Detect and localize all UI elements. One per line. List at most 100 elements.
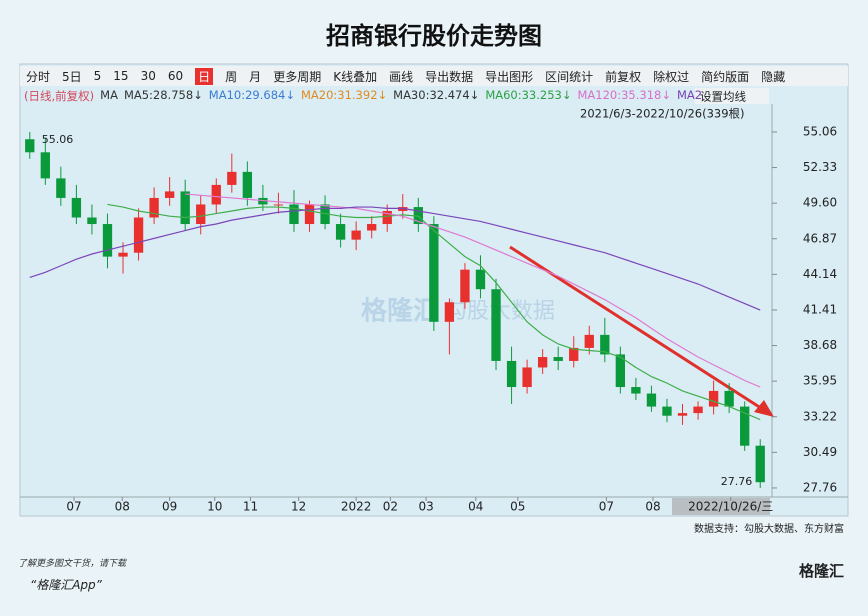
footer-app: “格隆汇App” — [30, 578, 102, 592]
toolbar-item[interactable]: 日 — [195, 67, 214, 85]
candle-body — [615, 354, 626, 388]
logo: 格隆汇 — [798, 562, 844, 580]
y-tick-label: 46.87 — [803, 231, 837, 245]
y-tick-label: 30.49 — [803, 445, 837, 459]
candle-body — [351, 230, 361, 240]
toolbar-item[interactable]: 15 — [113, 69, 129, 83]
candle-body — [242, 171, 253, 198]
candle-body — [382, 210, 392, 225]
toolbar-item[interactable]: 前复权 — [605, 69, 642, 84]
candle-body — [708, 390, 719, 407]
x-tick-label: 03 — [418, 500, 433, 514]
date-box — [672, 498, 770, 515]
x-tick-label: 09 — [162, 500, 177, 514]
legend-item: MA30:32.474↓ — [393, 88, 480, 102]
candle-body — [25, 139, 35, 153]
x-tick-label: 04 — [468, 500, 483, 514]
toolbar-item[interactable]: 导出数据 — [425, 69, 474, 84]
annotation: 55.06 — [42, 133, 73, 146]
toolbar-item[interactable]: 隐藏 — [761, 69, 786, 84]
candle-body — [662, 406, 672, 416]
ma-line — [29, 206, 761, 311]
candle-body — [553, 357, 563, 361]
settings-text[interactable]: 设置均线 — [700, 90, 746, 104]
y-tick-label: 52.33 — [803, 160, 837, 174]
y-tick-label: 55.06 — [803, 124, 837, 138]
toolbar-item[interactable]: 导出图形 — [485, 69, 534, 84]
legend-item: MA10:29.684↓ — [208, 88, 295, 102]
candle-body — [227, 171, 237, 185]
legend-item: MA60:33.253↓ — [485, 88, 572, 102]
toolbar-item[interactable]: 30 — [140, 69, 156, 83]
x-tick-label: 08 — [115, 500, 130, 514]
x-tick-label: 11 — [243, 500, 258, 514]
settings-button[interactable] — [695, 88, 769, 104]
y-tick-label: 44.14 — [803, 267, 837, 281]
toolbar-item[interactable]: K线叠加 — [333, 69, 378, 84]
candle-body — [475, 269, 486, 290]
candle-body — [211, 184, 221, 205]
x-tick-label: 07 — [599, 500, 614, 514]
x-tick-label: 2022/10/26/三 — [688, 500, 773, 514]
candle-body — [677, 413, 688, 416]
toolbar-item[interactable]: 5日 — [62, 69, 82, 84]
candle-body — [164, 191, 175, 198]
toolbar-item[interactable]: 月 — [249, 69, 262, 84]
candle-body — [273, 204, 284, 206]
x-tick-label: 02 — [383, 500, 398, 514]
toolbar-item[interactable]: 60 — [167, 69, 184, 83]
y-tick-label: 35.95 — [803, 374, 837, 388]
annotation: 27.76 — [721, 475, 753, 488]
candle-body — [693, 406, 703, 414]
toolbar-item[interactable]: 更多周期 — [273, 69, 322, 84]
y-tick-label: 41.41 — [803, 302, 837, 316]
candle-body — [755, 445, 765, 483]
x-tick-label: 08 — [645, 500, 660, 514]
legend-item: MA2 — [676, 88, 703, 102]
candle-body — [584, 334, 594, 348]
candle-body — [180, 191, 190, 225]
toolbar-item[interactable]: 周 — [225, 69, 238, 84]
candle-body — [398, 207, 408, 211]
legend-item: MA120:35.318↓ — [577, 88, 671, 102]
candle-body — [429, 224, 439, 322]
x-tick-label: 07 — [66, 500, 81, 514]
candle-body — [335, 224, 346, 240]
candle-body — [289, 204, 299, 225]
toolbar-item[interactable]: 5 — [93, 69, 102, 83]
x-tick-label: 10 — [207, 500, 222, 514]
title: 招商银行股价走势图 — [326, 22, 542, 50]
legend-item: MA5:28.758↓ — [123, 88, 203, 102]
candle-body — [522, 367, 532, 388]
toolbar: 分时 5日 5 15 30 60 日周月更多周期 K线叠加 画线 导出数据 导出图形 区间统计 前复权除… — [20, 66, 848, 86]
toolbar-item[interactable]: 除权过 — [653, 69, 690, 84]
candle-body — [40, 152, 50, 179]
candle-body — [460, 269, 470, 303]
x-tick-label: 12 — [291, 500, 306, 514]
toolbar-item[interactable]: 分时 — [26, 69, 51, 84]
candle-body — [631, 387, 641, 394]
y-tick-label: 27.76 — [803, 480, 837, 494]
toolbar-item[interactable]: 区间统计 — [545, 69, 594, 84]
candle-body — [320, 204, 330, 225]
candle-body — [118, 252, 128, 257]
candle-body — [600, 334, 610, 355]
candle-body — [133, 217, 144, 253]
range-label: 2021/6/3-2022/10/26(339根) — [580, 107, 745, 121]
candle-body — [71, 197, 82, 218]
ma-line — [185, 193, 761, 388]
legend-item: MA20:31.392↓ — [300, 88, 388, 102]
candle-body — [413, 207, 423, 225]
toolbar-item[interactable]: 画线 — [389, 69, 414, 84]
toolbar-item[interactable]: 简约版面 — [701, 69, 750, 84]
footer-note: 了解更多图文干货，请下载 — [18, 559, 127, 569]
candle-body — [537, 357, 548, 368]
candle-body — [87, 217, 97, 225]
candle-body — [444, 302, 455, 322]
y-tick-label: 38.68 — [803, 338, 837, 352]
candle-body — [569, 347, 579, 361]
x-tick-label: 05 — [510, 500, 525, 514]
x-tick-label: 2022 — [341, 500, 372, 514]
